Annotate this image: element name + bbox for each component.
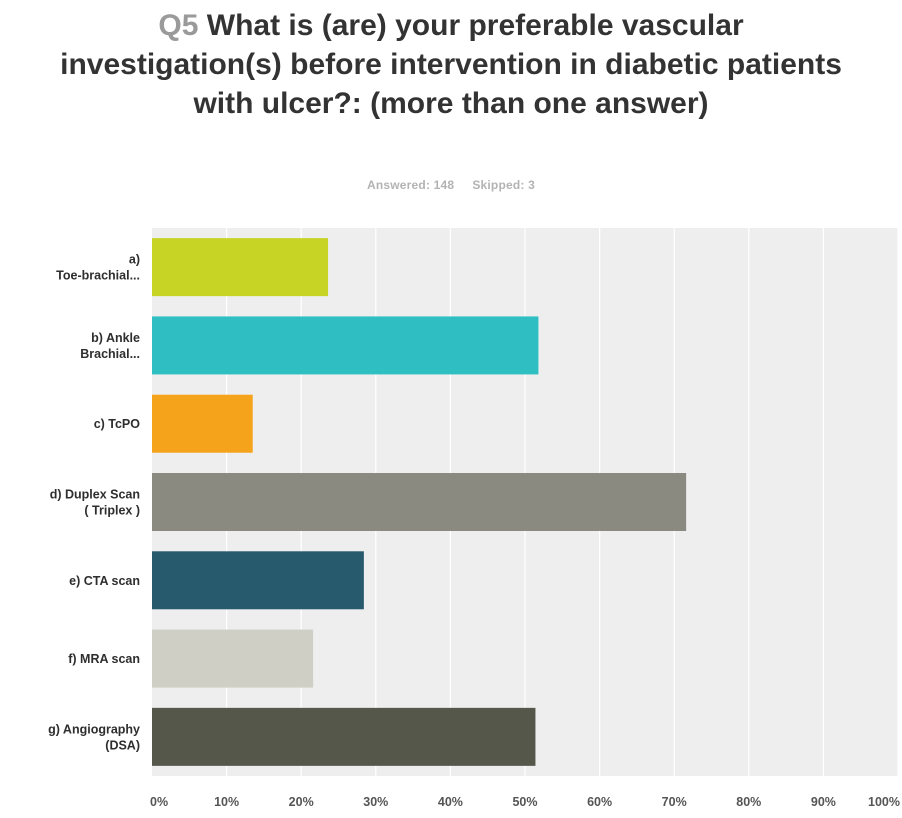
x-tick-label: 90% bbox=[811, 795, 836, 809]
question-text: What is (are) your preferable vascular i… bbox=[60, 9, 842, 120]
question-number: Q5 bbox=[158, 9, 199, 42]
category-label-line: f) MRA scan bbox=[68, 652, 140, 666]
response-stats: Answered: 148 Skipped: 3 bbox=[0, 178, 902, 192]
bar: 51.4% bbox=[152, 707, 536, 766]
category-label-line: (DSA) bbox=[105, 738, 140, 752]
category-label: g) Angiography (DSA) bbox=[48, 722, 140, 752]
skipped-count: Skipped: 3 bbox=[472, 178, 535, 192]
bar: 28.4% bbox=[152, 551, 364, 610]
category-label-line: Brachial... bbox=[80, 347, 140, 361]
category-label-line: Toe-brachial... bbox=[56, 269, 140, 283]
x-tick-label: 60% bbox=[587, 795, 612, 809]
chart-title: Q5 What is (are) your preferable vascula… bbox=[60, 6, 842, 123]
bar: 21.6% bbox=[152, 629, 314, 688]
bar: 51.8% bbox=[152, 316, 539, 375]
x-tick-label: 100% bbox=[868, 795, 900, 809]
category-label: e) CTA scan bbox=[69, 574, 140, 588]
x-tick-label: 30% bbox=[363, 795, 388, 809]
x-tick-label: 80% bbox=[736, 795, 761, 809]
bar: 71.6% bbox=[152, 473, 687, 531]
x-tick-label: 40% bbox=[438, 795, 463, 809]
category-label-line: b) Ankle bbox=[91, 331, 140, 345]
bar: 23.6% bbox=[152, 238, 329, 297]
category-label-line: e) CTA scan bbox=[69, 574, 140, 588]
x-tick-label: 20% bbox=[289, 795, 314, 809]
category-label: d) Duplex Scan ( Triplex ) bbox=[50, 488, 140, 518]
x-tick-label: 70% bbox=[662, 795, 687, 809]
category-label-line: a) bbox=[129, 253, 140, 267]
category-label-line: g) Angiography bbox=[48, 722, 140, 736]
bar: 13.5% bbox=[152, 394, 253, 453]
category-label-line: d) Duplex Scan bbox=[50, 488, 140, 502]
category-label: c) TcPO bbox=[94, 417, 141, 431]
x-tick-label: 0% bbox=[150, 795, 168, 809]
category-label: a) Toe-brachial... bbox=[56, 253, 140, 283]
category-label: f) MRA scan bbox=[68, 652, 140, 666]
x-tick-label: 10% bbox=[214, 795, 239, 809]
answered-count: Answered: 148 bbox=[367, 178, 455, 192]
category-label-line: c) TcPO bbox=[94, 417, 141, 431]
category-label: b) Ankle Brachial... bbox=[80, 331, 140, 361]
x-tick-label: 50% bbox=[512, 795, 537, 809]
category-label-line: ( Triplex ) bbox=[84, 504, 140, 518]
